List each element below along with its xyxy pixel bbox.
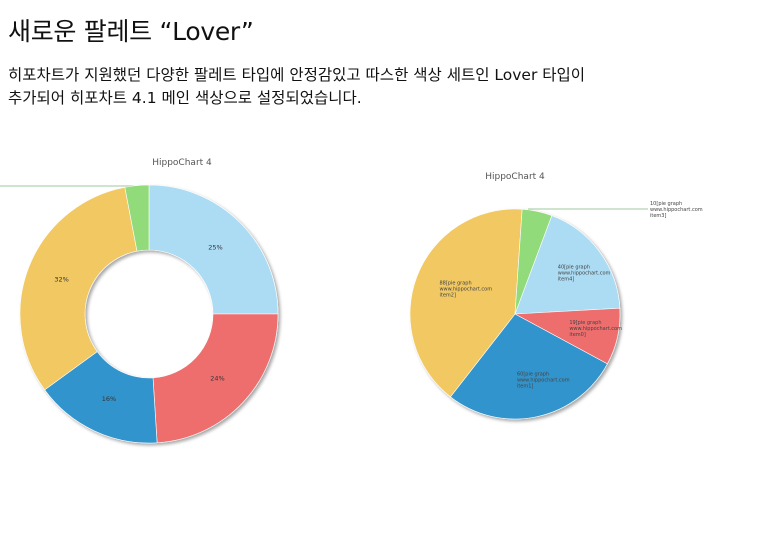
slice-label-0-0: 25%	[208, 244, 222, 252]
page-description: 히포차트가 지원했던 다양한 팔레트 타입에 안정감있고 따스한 색상 세트인 …	[8, 64, 748, 110]
slice-label-line: 10[pie graph	[650, 201, 682, 207]
description-line-2: 추가되어 히포차트 4.1 메인 색상으로 설정되었습니다.	[8, 89, 362, 107]
slice-1-3	[409, 208, 523, 398]
slice-label-line: www.hippochart.com	[650, 207, 703, 213]
donut-labels: 25% 24% 16% 32%	[54, 244, 224, 404]
slice-label-line: item1]	[517, 384, 533, 390]
slice-label-0-2: 16%	[102, 395, 116, 403]
donut-chart: HippoChart 4 25% 24% 16% 32%	[0, 158, 279, 444]
slice-label-line: 19[pie graph	[569, 320, 601, 326]
slice-label-line: item0]	[569, 332, 585, 338]
slice-0-3	[19, 186, 138, 391]
slice-0-1	[152, 313, 279, 444]
slice-label-line: www.hippochart.com	[517, 378, 570, 384]
slice-label-0-1: 24%	[210, 374, 224, 382]
slice-label-line: 88[pie graph	[439, 281, 471, 287]
slice-label-line: www.hippochart.com	[569, 326, 622, 332]
page-title: 새로운 팔레트 “Lover”	[8, 17, 254, 46]
pie-slices	[409, 208, 621, 420]
pie-chart-title: HippoChart 4	[485, 172, 545, 182]
slice-label-1-0: 40[pie graph www.hippochart.com item4]	[558, 265, 611, 283]
slice-label-line: www.hippochart.com	[558, 271, 611, 277]
slice-label-0-3: 32%	[54, 275, 68, 283]
slice-0-4	[124, 184, 150, 252]
slice-label-line: www.hippochart.com	[439, 287, 492, 293]
slice-label-line: item3]	[650, 213, 666, 219]
description-line-1: 히포차트가 지원했던 다양한 팔레트 타입에 안정감있고 따스한 색상 세트인 …	[8, 66, 586, 84]
slice-1-2	[450, 313, 608, 420]
slice-label-line: item4]	[558, 277, 574, 283]
donut-slices	[19, 184, 279, 444]
pie-labels: 40[pie graph www.hippochart.com item4]19[p…	[439, 201, 702, 390]
slice-label-1-4: 10[pie graph www.hippochart.com item3]	[650, 201, 703, 219]
slice-label-1-2: 60[pie graph www.hippochart.com item1]	[517, 372, 570, 390]
slice-1-4	[514, 208, 553, 315]
donut-chart-title: HippoChart 4	[152, 158, 212, 168]
pie-chart: HippoChart 4 40[pie graph www.hippochart.…	[409, 172, 703, 420]
slice-label-1-3: 88[pie graph www.hippochart.com item2]	[439, 281, 492, 299]
slice-label-line: 40[pie graph	[558, 265, 590, 271]
slice-label-1-1: 19[pie graph www.hippochart.com item0]	[569, 320, 622, 338]
slice-0-0	[148, 184, 279, 315]
slice-1-0	[514, 215, 621, 315]
slice-label-line: item2]	[439, 293, 455, 299]
slice-label-line: 60[pie graph	[517, 372, 549, 378]
